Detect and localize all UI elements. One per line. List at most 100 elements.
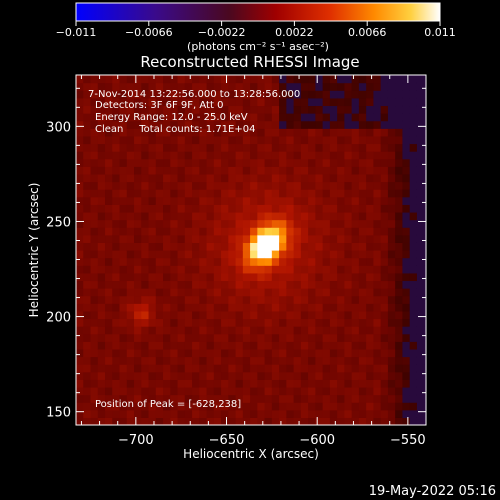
- heatmap-cell: [257, 173, 266, 183]
- heatmap-cell: [148, 326, 157, 335]
- heatmap-cell: [308, 97, 316, 107]
- heatmap-cell: [315, 120, 324, 129]
- heatmap-cell: [184, 280, 193, 289]
- heatmap-cell: [235, 402, 244, 411]
- heatmap-cell: [134, 310, 142, 320]
- heatmap-cell: [235, 318, 244, 327]
- heatmap-cell: [163, 82, 171, 91]
- heatmap-cell: [250, 409, 258, 418]
- heatmap-cell: [163, 318, 171, 327]
- heatmap-cell: [315, 234, 324, 243]
- heatmap-cell: [409, 371, 418, 380]
- heatmap-cell: [163, 379, 171, 388]
- heatmap-cell: [250, 166, 258, 175]
- heatmap-cell: [148, 257, 157, 266]
- heatmap-cell: [286, 75, 295, 84]
- heatmap-cell: [315, 295, 324, 304]
- heatmap-cell: [344, 158, 353, 167]
- heatmap-cell: [213, 211, 222, 221]
- heatmap-cell: [416, 105, 425, 114]
- heatmap-cell: [271, 158, 280, 167]
- heatmap-cell: [192, 280, 200, 289]
- heatmap-cell: [112, 166, 121, 175]
- heatmap-cell: [366, 227, 375, 236]
- heatmap-cell: [337, 128, 345, 137]
- heatmap-cell: [83, 166, 92, 175]
- heatmap-cell: [300, 326, 309, 335]
- heatmap-cell: [83, 135, 92, 145]
- heatmap-cell: [141, 295, 150, 304]
- heatmap-cell: [322, 356, 331, 365]
- heatmap-cell: [119, 409, 128, 418]
- heatmap-cell: [105, 196, 113, 205]
- heatmap-cell: [337, 348, 345, 358]
- heatmap-cell: [213, 386, 222, 396]
- heatmap-cell: [387, 409, 396, 418]
- heatmap-cell: [242, 280, 251, 289]
- heatmap-cell: [199, 242, 208, 251]
- heatmap-cell: [322, 417, 331, 425]
- heatmap-cell: [163, 242, 171, 251]
- heatmap-cell: [170, 303, 179, 312]
- heatmap-cell: [141, 219, 150, 228]
- heatmap-cell: [409, 348, 418, 358]
- heatmap-cell: [170, 371, 179, 380]
- heatmap-cell: [134, 211, 142, 221]
- heatmap-cell: [126, 371, 135, 380]
- heatmap-cell: [293, 90, 302, 99]
- heatmap-cell: [155, 166, 164, 175]
- heatmap-cell: [148, 242, 157, 251]
- heatmap-cell: [141, 318, 150, 327]
- heatmap-cell: [141, 250, 150, 259]
- heatmap-cell: [329, 105, 338, 114]
- heatmap-cell: [300, 105, 309, 114]
- heatmap-cell: [170, 288, 179, 297]
- heatmap-cell: [293, 394, 302, 403]
- heatmap-cell: [242, 242, 251, 251]
- heatmap-cell: [300, 280, 309, 289]
- heatmap-cell: [141, 364, 150, 373]
- heatmap-cell: [90, 379, 99, 388]
- heatmap-cell: [380, 250, 389, 259]
- heatmap-cell: [344, 242, 353, 251]
- heatmap-cell: [97, 128, 106, 137]
- x-tick-label: −600: [299, 433, 335, 448]
- heatmap-cell: [242, 341, 251, 350]
- heatmap-cell: [293, 105, 302, 114]
- heatmap-cell: [279, 211, 287, 221]
- heatmap-cell: [380, 227, 389, 236]
- heatmap-cell: [105, 402, 113, 411]
- heatmap-cell: [97, 90, 106, 99]
- heatmap-cell: [213, 90, 222, 99]
- heatmap-cell: [387, 333, 396, 342]
- heatmap-cell: [409, 341, 418, 350]
- heatmap-cell: [213, 250, 222, 259]
- heatmap-cell: [97, 242, 106, 251]
- heatmap-cell: [134, 97, 142, 107]
- heatmap-cell: [163, 272, 171, 282]
- heatmap-cell: [134, 379, 142, 388]
- heatmap-cell: [366, 211, 375, 221]
- heatmap-cell: [97, 386, 106, 396]
- heatmap-cell: [337, 219, 345, 228]
- heatmap-cell: [387, 219, 396, 228]
- heatmap-cell: [83, 371, 92, 380]
- heatmap-cell: [206, 113, 215, 122]
- heatmap-cell: [279, 371, 287, 380]
- heatmap-cell: [76, 97, 84, 107]
- heatmap-cell: [206, 250, 215, 259]
- heatmap-cell: [141, 128, 150, 137]
- heatmap-cell: [177, 166, 186, 175]
- heatmap-cell: [199, 409, 208, 418]
- heatmap-cell: [213, 288, 222, 297]
- heatmap-cell: [329, 310, 338, 320]
- heatmap-cell: [148, 90, 157, 99]
- heatmap-cell: [83, 196, 92, 205]
- heatmap-cell: [155, 196, 164, 205]
- heatmap-cell: [387, 120, 396, 129]
- heatmap-cell: [395, 242, 404, 251]
- heatmap-cell: [242, 310, 251, 320]
- heatmap-cell: [387, 204, 396, 213]
- heatmap-cell: [177, 173, 186, 183]
- heatmap-cell: [322, 265, 331, 274]
